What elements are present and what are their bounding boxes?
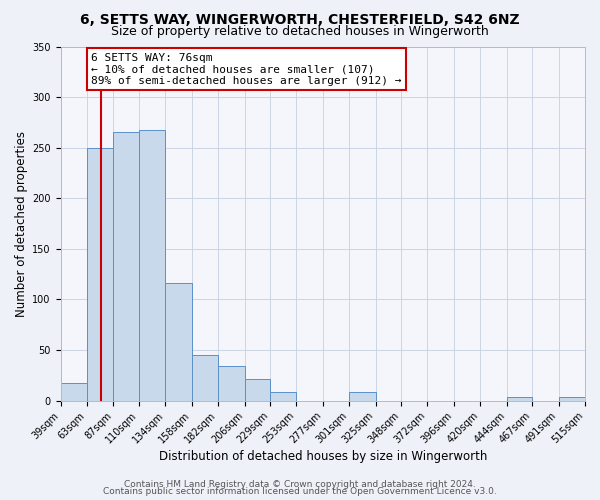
Bar — [191, 355, 218, 401]
Bar — [218, 366, 245, 400]
Bar — [507, 396, 532, 400]
Bar — [61, 384, 87, 400]
Bar — [245, 380, 270, 400]
Bar — [349, 392, 376, 400]
Bar — [87, 148, 113, 400]
X-axis label: Distribution of detached houses by size in Wingerworth: Distribution of detached houses by size … — [158, 450, 487, 462]
Bar — [139, 130, 165, 400]
Bar — [270, 392, 296, 400]
Text: Size of property relative to detached houses in Wingerworth: Size of property relative to detached ho… — [111, 25, 489, 38]
Text: 6 SETTS WAY: 76sqm
← 10% of detached houses are smaller (107)
89% of semi-detach: 6 SETTS WAY: 76sqm ← 10% of detached hou… — [91, 52, 402, 86]
Text: Contains HM Land Registry data © Crown copyright and database right 2024.: Contains HM Land Registry data © Crown c… — [124, 480, 476, 489]
Bar — [165, 283, 191, 401]
Bar — [113, 132, 139, 400]
Text: Contains public sector information licensed under the Open Government Licence v3: Contains public sector information licen… — [103, 487, 497, 496]
Bar — [559, 396, 585, 400]
Y-axis label: Number of detached properties: Number of detached properties — [15, 130, 28, 316]
Text: 6, SETTS WAY, WINGERWORTH, CHESTERFIELD, S42 6NZ: 6, SETTS WAY, WINGERWORTH, CHESTERFIELD,… — [80, 12, 520, 26]
